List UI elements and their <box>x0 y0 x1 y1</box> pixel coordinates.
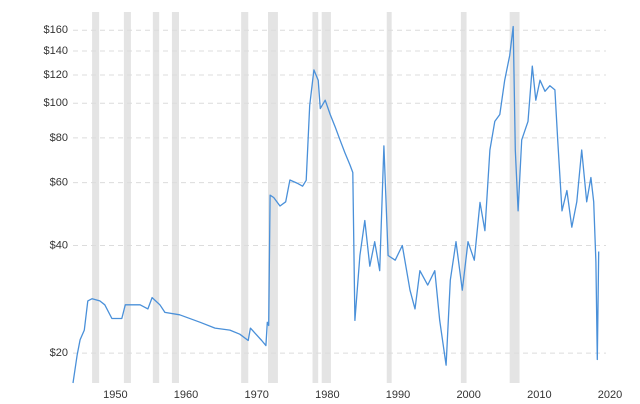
x-tick-label: 1950 <box>103 389 127 401</box>
y-tick-label: $20 <box>50 347 68 359</box>
y-tick-label: $100 <box>44 97 68 109</box>
recession-band <box>312 12 319 383</box>
recession-band <box>460 12 467 383</box>
recession-band <box>386 12 392 383</box>
price-line <box>72 25 600 384</box>
y-tick-label: $80 <box>50 132 68 144</box>
y-tick-label: $60 <box>50 176 68 188</box>
x-tick-label: 2000 <box>456 389 480 401</box>
recession-band <box>152 12 160 383</box>
x-tick-label: 1980 <box>315 389 339 401</box>
recession-band <box>123 12 131 383</box>
x-tick-label: 1970 <box>244 389 268 401</box>
recession-band <box>509 12 520 383</box>
recession-band <box>171 12 179 383</box>
recession-band <box>241 12 249 383</box>
y-tick-label: $40 <box>50 239 68 251</box>
recession-band <box>92 12 100 383</box>
x-tick-label: 2020 <box>598 389 622 401</box>
x-tick-label: 1960 <box>174 389 198 401</box>
recession-band <box>321 12 331 383</box>
x-tick-label: 1990 <box>386 389 410 401</box>
y-tick-label: $160 <box>44 24 68 36</box>
y-tick-label: $140 <box>44 45 68 57</box>
y-tick-label: $120 <box>44 69 68 81</box>
x-tick-label: 2010 <box>527 389 551 401</box>
